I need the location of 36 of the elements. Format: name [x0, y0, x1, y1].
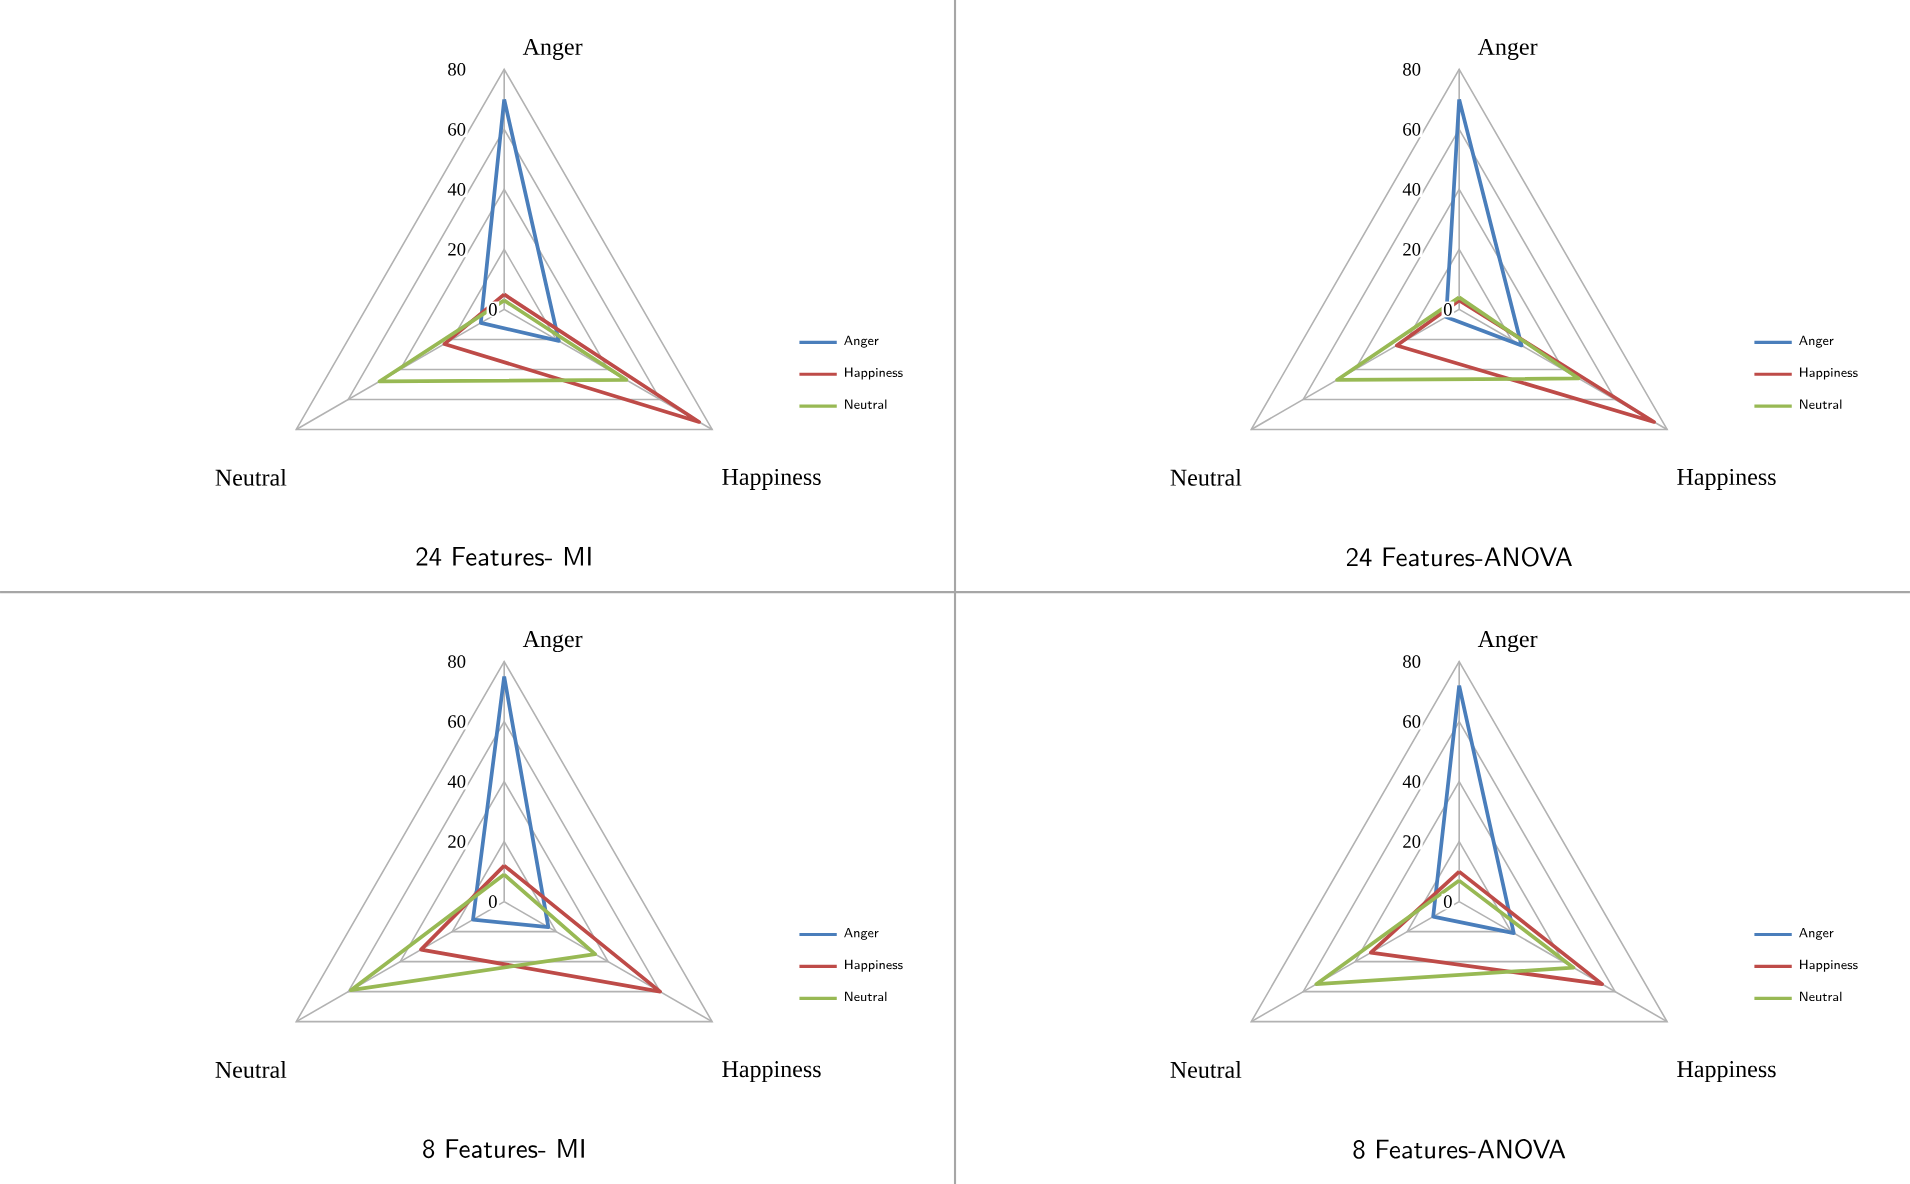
y-tick-label: 80	[1403, 655, 1421, 668]
y-tick-label: 0	[1443, 895, 1452, 908]
y-tick-label: 20	[1403, 242, 1421, 256]
y-tick-label: 60	[1403, 715, 1421, 728]
spoke-label: Anger	[522, 630, 583, 652]
spoke-label: Happiness	[722, 1060, 821, 1082]
spoke-label: Anger	[1477, 38, 1538, 60]
y-tick-label: 60	[1403, 122, 1421, 136]
spoke-label: Neutral	[215, 1060, 287, 1078]
text: 24 Features- MI	[416, 546, 591, 566]
y-tick-label: 60	[448, 715, 466, 728]
spoke-label: Anger	[1477, 630, 1538, 652]
spoke-label: Happiness	[722, 468, 821, 490]
text: 8 Features- MI	[423, 1138, 584, 1159]
y-tick-label: 40	[447, 182, 466, 196]
y-tick-label: 40	[1402, 775, 1421, 788]
y-tick-label: 0	[488, 895, 497, 908]
spoke-label: Neutral	[1170, 468, 1242, 486]
y-tick-label: 80	[448, 62, 466, 76]
y-tick-label: 20	[1403, 835, 1421, 848]
y-tick-label: 20	[448, 242, 466, 256]
y-tick-label: 40	[1402, 182, 1421, 196]
y-tick-label: 0	[1443, 302, 1452, 316]
y-tick-label: 20	[448, 835, 466, 848]
y-tick-label: 40	[447, 775, 466, 788]
y-tick-label: 80	[448, 655, 466, 668]
y-tick-label: 0	[488, 302, 497, 316]
y-tick-label: 60	[448, 122, 466, 136]
text: 24 Features-ANOVA	[1346, 546, 1572, 567]
spoke-label: Happiness	[1677, 1060, 1776, 1082]
spoke-label: Neutral	[1170, 1060, 1242, 1078]
text: 8 Features-ANOVA	[1353, 1138, 1566, 1159]
spoke-label: Anger	[522, 38, 583, 60]
spoke-label: Happiness	[1677, 468, 1776, 490]
y-tick-label: 80	[1403, 62, 1421, 76]
spoke-label: Neutral	[215, 468, 287, 486]
